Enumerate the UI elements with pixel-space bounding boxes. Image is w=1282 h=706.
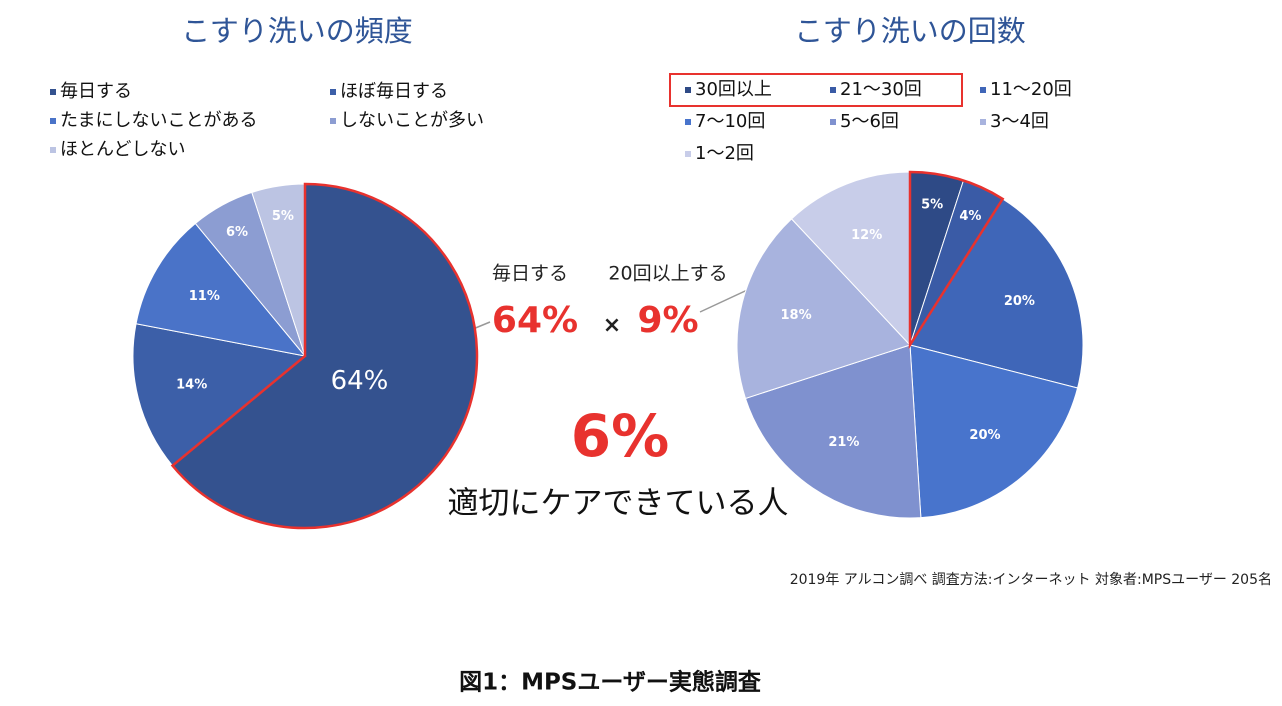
legend-marker xyxy=(980,87,986,93)
data-label: 6% xyxy=(226,225,248,240)
data-label: 5% xyxy=(272,209,294,224)
source: 2019年 アルコン調べ 調査方法:インターネット 対象者:MPSユーザー 20… xyxy=(790,572,1272,588)
annotation: 20回以上する xyxy=(608,263,727,285)
data-label: 20% xyxy=(1004,294,1035,309)
data-label: 12% xyxy=(851,228,882,243)
data-label: 11% xyxy=(189,289,220,304)
legend-marker xyxy=(50,89,56,95)
legend-marker xyxy=(685,87,691,93)
result-label: 適切にケアできている人 xyxy=(448,486,789,522)
chart-title: こすり洗いの頻度 xyxy=(181,14,412,48)
pie-slice xyxy=(909,198,1084,389)
pie-slice xyxy=(790,171,911,347)
annotation-value: 9% xyxy=(637,300,698,341)
legend-marker xyxy=(830,119,836,125)
pie-slice xyxy=(135,222,307,357)
legend-marker xyxy=(980,119,986,125)
legend-label: ほとんどしない xyxy=(60,139,185,160)
legend-label: 毎日する xyxy=(60,81,132,102)
annotation: 毎日する xyxy=(492,263,568,285)
legend-marker xyxy=(330,89,336,95)
data-label: 20% xyxy=(969,428,1000,443)
data-label: 18% xyxy=(780,308,811,323)
legend-marker xyxy=(50,118,56,124)
caption: 図1：MPSユーザー実態調査 xyxy=(459,669,761,696)
pie-slice xyxy=(132,323,307,467)
legend-marker xyxy=(50,147,56,153)
data-label: 5% xyxy=(921,197,943,212)
legend-label: 7～10回 xyxy=(695,111,765,132)
legend-marker xyxy=(685,119,691,125)
annotation-value: 64% xyxy=(492,300,578,341)
legend-label: たまにしないことがある xyxy=(60,110,257,131)
highlight-outline xyxy=(908,170,1005,350)
legend-label: ほぼ毎日する xyxy=(340,81,448,102)
legend-label: 3～4回 xyxy=(990,111,1049,132)
data-label: 21% xyxy=(828,435,859,450)
legend-marker xyxy=(685,151,691,157)
data-label: 4% xyxy=(959,209,981,224)
data-label: 64% xyxy=(331,366,389,396)
legend-label: 21～30回 xyxy=(840,79,922,100)
highlight-outline xyxy=(170,182,479,530)
legend-label: 5～6回 xyxy=(840,111,899,132)
legend-marker xyxy=(330,118,336,124)
result-value: 6% xyxy=(571,402,669,470)
legend-label: 11～20回 xyxy=(990,79,1072,100)
legend-highlight xyxy=(669,73,963,107)
data-label: 14% xyxy=(176,378,207,393)
annotation: × xyxy=(603,313,621,338)
pie-slice xyxy=(736,218,911,400)
legend-label: 30回以上 xyxy=(695,79,772,100)
legend-label: しないことが多い xyxy=(340,110,484,131)
pie-slice xyxy=(744,344,922,519)
pie-slice xyxy=(909,344,1079,519)
chart-title: こすり洗いの回数 xyxy=(794,14,1025,48)
legend-label: 1～2回 xyxy=(695,143,754,164)
legend-marker xyxy=(830,87,836,93)
